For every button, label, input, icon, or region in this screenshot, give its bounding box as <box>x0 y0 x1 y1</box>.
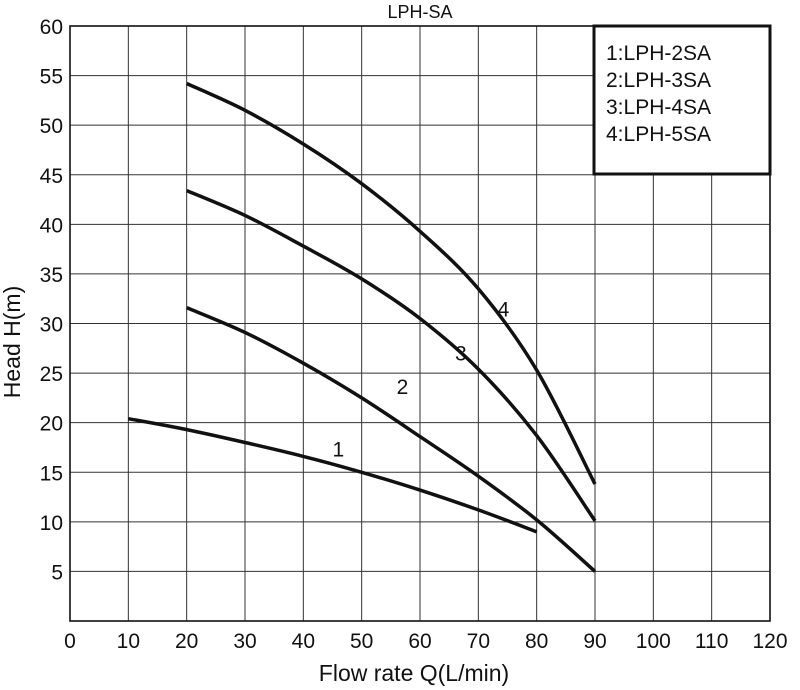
legend-entry-3: 3:LPH-4SA <box>606 96 711 119</box>
y-tick-label: 10 <box>40 512 63 535</box>
legend-entry-2: 2:LPH-3SA <box>606 69 711 92</box>
x-tick-label: 80 <box>525 630 548 653</box>
y-tick-label: 20 <box>40 413 63 436</box>
curve-label-2: 2 <box>397 376 409 399</box>
y-tick-label: 25 <box>40 363 63 386</box>
y-tick-label: 35 <box>40 264 63 287</box>
x-tick-label: 110 <box>695 630 728 653</box>
y-tick-label: 15 <box>40 462 63 485</box>
curve-labels: 1 2 3 4 <box>332 299 509 462</box>
legend: 1:LPH-2SA 2:LPH-3SA 3:LPH-4SA 4:LPH-5SA <box>592 24 772 176</box>
curve-4 <box>185 81 597 485</box>
tick-labels: 0 10 20 30 40 50 60 70 80 90 100 110 120 5 10 15 20 25 30 3… <box>40 16 788 653</box>
x-tick-label: 0 <box>64 630 76 653</box>
x-tick-label: 60 <box>408 630 431 653</box>
y-tick-label: 55 <box>40 66 63 89</box>
y-tick-label: 40 <box>40 214 63 237</box>
x-tick-label: 100 <box>636 630 671 653</box>
x-tick-label: 90 <box>583 630 606 653</box>
y-tick-label: 5 <box>51 561 63 584</box>
legend-entry-1: 1:LPH-2SA <box>606 42 711 65</box>
chart-title: LPH-SA <box>387 2 452 22</box>
y-tick-label: 50 <box>40 115 63 138</box>
curve-label-1: 1 <box>332 438 344 461</box>
x-tick-label: 10 <box>117 630 140 653</box>
x-axis-label: Flow rate Q(L/min) <box>319 660 509 686</box>
curve-2 <box>186 305 597 573</box>
x-tick-label: 40 <box>292 630 315 653</box>
plot-frame <box>69 25 771 622</box>
y-tick-label: 30 <box>40 314 63 337</box>
legend-box <box>592 24 772 176</box>
curve-3 <box>186 188 597 522</box>
curve-label-4: 4 <box>498 299 510 322</box>
x-tick-label: 120 <box>752 630 787 653</box>
y-tick-label: 60 <box>40 16 63 39</box>
y-tick-label: 45 <box>40 165 63 188</box>
curve-label-3: 3 <box>455 342 467 365</box>
x-tick-label: 70 <box>467 630 490 653</box>
x-tick-label: 20 <box>175 630 198 653</box>
curve-1 <box>127 416 538 534</box>
x-tick-label: 50 <box>350 630 373 653</box>
x-tick-label: 30 <box>233 630 256 653</box>
legend-entry-4: 4:LPH-5SA <box>606 123 711 146</box>
curves <box>127 81 597 573</box>
y-axis-label: Head H(m) <box>0 286 25 398</box>
